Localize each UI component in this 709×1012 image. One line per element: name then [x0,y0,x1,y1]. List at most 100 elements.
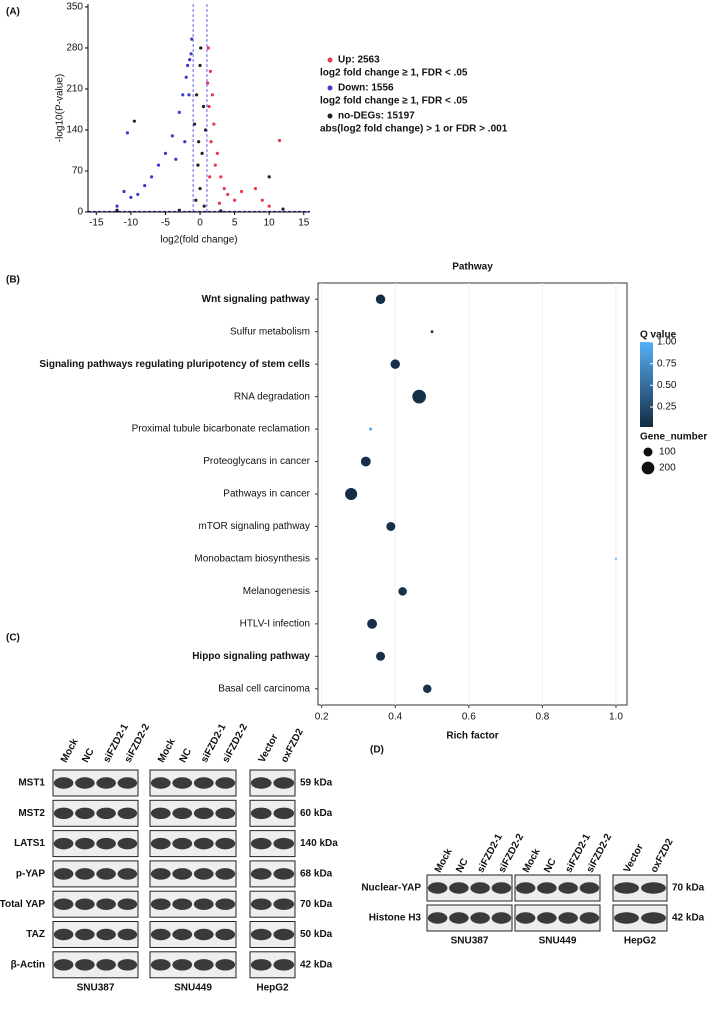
legend-marker [327,85,333,91]
x-tick-label: 15 [298,218,310,229]
band [53,837,74,850]
legend-label: 0.25 [657,402,677,413]
point [260,198,264,202]
x-tick-label: -10 [124,218,139,229]
group-label: HepG2 [624,936,657,947]
band [449,882,469,894]
bubble [376,651,386,661]
band [491,912,512,924]
band [215,868,236,880]
point [198,186,202,191]
legend-label: 1.00 [657,337,677,348]
band [117,868,138,880]
group-label: HepG2 [256,983,289,994]
bubble [345,487,358,501]
band [117,777,138,789]
band [53,777,74,789]
band [250,959,272,971]
point [188,58,192,62]
panel-label: (C) [6,633,20,644]
band [215,777,236,789]
chart-title: Pathway [452,262,493,273]
band [614,882,639,894]
panel-label: (B) [6,275,20,286]
point [187,93,191,97]
band [641,912,666,924]
band [470,882,490,894]
bubble [375,294,386,304]
x-tick-label: -5 [161,218,170,229]
y-tick-label: Signaling pathways regulating pluripoten… [39,359,310,370]
point [209,140,213,144]
band [172,898,193,910]
point [192,122,197,126]
band [172,807,193,820]
legend-marker [643,447,653,457]
y-tick-label: Pathways in cancer [223,489,310,500]
y-tick-label: 210 [66,84,83,95]
point [206,81,210,85]
band [53,898,74,910]
band [250,898,272,910]
band [250,777,272,789]
band [193,837,214,850]
lane-label: NC [80,747,96,765]
lane-label: NC [454,857,470,875]
band [172,777,193,789]
legend-note: log2 fold change ≥ 1, FDR < .05 [320,68,468,79]
row-label: MST2 [18,808,45,819]
bubble [360,456,371,467]
legend-marker [327,57,333,63]
legend-label: 200 [659,463,676,474]
size-label: 70 kDa [300,899,333,910]
size-label: 68 kDa [300,869,333,880]
band [53,959,74,971]
band [150,959,171,971]
band [75,959,95,971]
point [208,69,213,73]
y-tick-label: Wnt signaling pathway [202,294,311,305]
legend-label: 0.50 [657,380,677,391]
band [558,912,578,924]
point [208,175,212,179]
row-label: β-Actin [11,959,45,970]
lane-label: oxFZD2 [279,727,306,765]
band [172,928,193,941]
band [579,912,600,924]
x-tick-label: 10 [264,218,276,229]
band [96,898,116,910]
row-label: TAZ [26,929,45,940]
row-label: Histone H3 [369,913,422,924]
band [537,882,557,894]
point [174,157,178,161]
group-label: SNU387 [77,983,115,994]
band [193,928,214,941]
point [132,119,136,123]
point [156,163,161,167]
y-tick-label: RNA degradation [234,391,310,402]
x-tick-label: 0.2 [315,712,329,723]
legend-label: Down: 1556 [338,83,394,94]
band [273,959,295,971]
band [96,837,116,850]
bubble [386,521,396,531]
point [202,204,206,208]
x-tick-label: 0 [197,218,203,229]
band [150,898,171,910]
band [53,868,74,880]
point [197,140,201,144]
band [273,777,295,789]
row-label: p-YAP [16,869,45,880]
band [75,898,95,910]
point [215,151,219,156]
panel-label: (D) [370,745,384,756]
row-label: Total YAP [0,899,45,910]
x-tick-label: 5 [232,218,238,229]
y-tick-label: Basal cell carcinoma [218,683,310,694]
point [190,37,194,41]
point [163,151,168,156]
band [172,868,193,880]
row-label: Nuclear-YAP [361,883,421,894]
bubble [367,618,378,629]
